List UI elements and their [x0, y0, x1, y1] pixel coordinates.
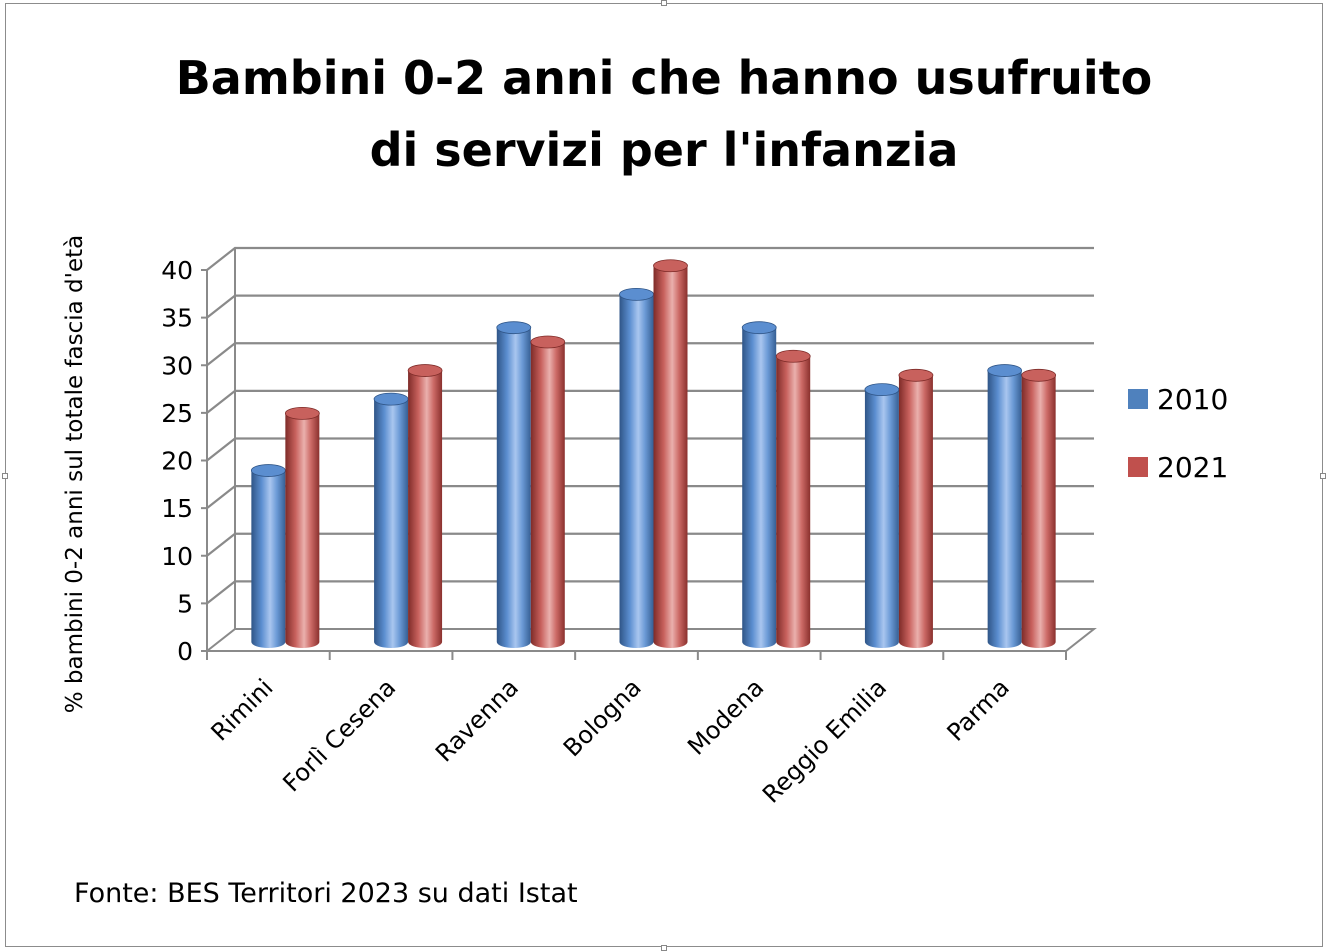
resize-handle-left[interactable] — [2, 473, 8, 479]
bar-body — [408, 370, 443, 648]
bar-top — [775, 349, 811, 363]
x-tick-label: Rimini — [206, 673, 279, 746]
bar-top — [530, 335, 566, 349]
bar-top — [407, 364, 443, 377]
bar-body — [496, 327, 531, 648]
bar-body — [776, 356, 811, 648]
chart-title-line-1: Bambini 0-2 anni che hanno usufruito — [175, 51, 1153, 105]
bar-2010-ravenna — [496, 321, 532, 648]
bar-2010-rimini — [250, 464, 286, 648]
bar-body — [742, 327, 777, 648]
resize-handle-right[interactable] — [1320, 473, 1326, 479]
y-tick-label: 25 — [161, 399, 193, 428]
legend: 2010 2021 — [1128, 383, 1228, 484]
legend-label-2010: 2010 — [1157, 383, 1228, 416]
bar-2021-forlì-cesena — [407, 364, 443, 648]
bar-2010-forlì-cesena — [373, 392, 409, 648]
bar-top — [864, 383, 900, 396]
y-tick-label: 20 — [161, 447, 193, 476]
bar-body — [1021, 375, 1056, 648]
y-tick-label: 40 — [161, 256, 193, 285]
bars — [250, 259, 1057, 648]
legend-label-2021: 2021 — [1157, 451, 1228, 484]
bar-2010-modena — [741, 321, 777, 648]
bar-2021-reggio-emilia — [898, 368, 934, 648]
bar-top — [619, 287, 654, 301]
bar-top — [898, 368, 934, 382]
bar-top — [373, 392, 409, 406]
y-axis-label: % bambini 0-2 anni sul totale fascia d'e… — [62, 235, 88, 713]
y-tick-label: 10 — [161, 542, 193, 571]
x-tick-label: Ravenna — [430, 673, 524, 767]
bar-top — [741, 321, 777, 335]
bar-2021-modena — [775, 349, 811, 648]
resize-handle-bottom[interactable] — [661, 945, 667, 951]
bar-top — [987, 364, 1023, 377]
axes — [201, 248, 1067, 660]
bar-body — [530, 341, 565, 648]
bar-top — [284, 406, 320, 420]
bar-2021-bologna — [653, 259, 688, 648]
bar-2021-rimini — [284, 406, 320, 648]
y-tick-label: 5 — [177, 589, 193, 618]
bar-body — [619, 294, 654, 648]
bar-top — [1021, 368, 1057, 382]
y-tick-label: 30 — [161, 351, 193, 380]
bar-top — [496, 321, 532, 335]
bar-body — [653, 265, 688, 648]
legend-swatch-2010 — [1128, 389, 1148, 409]
bar-body — [987, 370, 1022, 648]
chart-title-line-2: di servizi per l'infanzia — [369, 123, 959, 177]
chart-title: Bambini 0-2 anni che hanno usufruito di … — [0, 42, 1328, 186]
bar-2021-ravenna — [530, 335, 566, 648]
y-tick-label: 15 — [161, 494, 193, 523]
y-tick-label: 0 — [177, 637, 193, 666]
x-tick-label: Reggio Emilia — [757, 673, 892, 808]
legend-swatch-2021 — [1128, 457, 1148, 477]
bar-2010-reggio-emilia — [864, 383, 900, 648]
bar-2010-bologna — [619, 287, 654, 648]
x-tick-label: Parma — [942, 673, 1015, 746]
bar-body — [285, 413, 320, 648]
y-tick-label: 35 — [161, 304, 193, 333]
bar-body — [251, 470, 286, 648]
source-note: Fonte: BES Territori 2023 su dati Istat — [74, 878, 578, 909]
bar-body — [898, 375, 933, 648]
bar-2021-parma — [1021, 368, 1057, 648]
x-tick-label: Forlì Cesena — [277, 673, 401, 797]
bar-body — [374, 399, 409, 648]
bar-body — [864, 389, 899, 648]
x-tick-label: Bologna — [558, 673, 647, 762]
resize-handle-top[interactable] — [661, 0, 667, 6]
bar-top — [653, 259, 688, 273]
bar-2010-parma — [987, 364, 1023, 648]
bar-top — [250, 464, 286, 477]
x-tick-label: Modena — [682, 673, 769, 760]
